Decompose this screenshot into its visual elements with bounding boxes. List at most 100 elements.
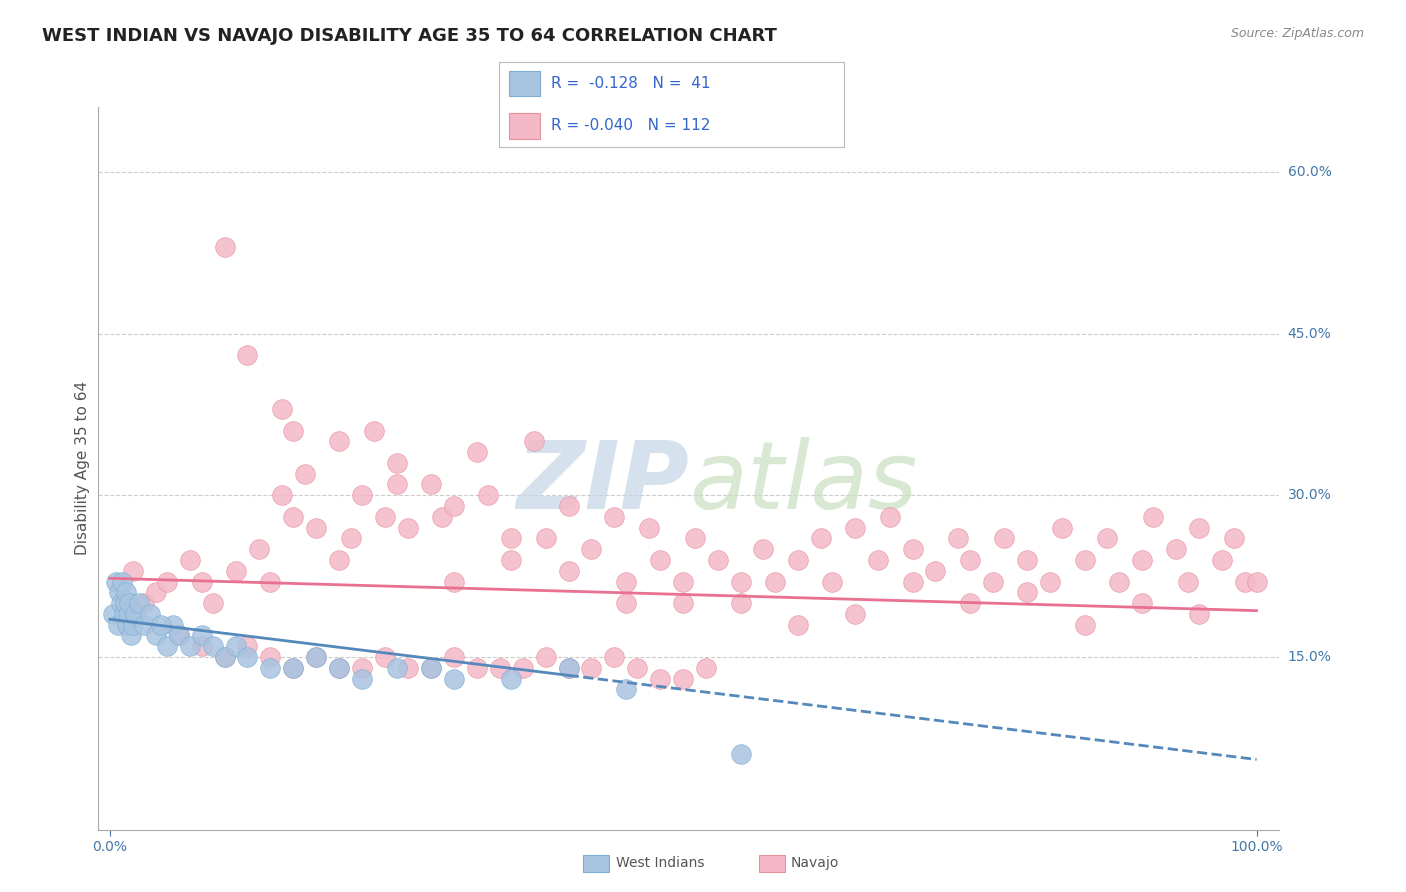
Point xyxy=(270,488,292,502)
Point xyxy=(1188,520,1211,534)
Point xyxy=(672,596,695,610)
Text: WEST INDIAN VS NAVAJO DISABILITY AGE 35 TO 64 CORRELATION CHART: WEST INDIAN VS NAVAJO DISABILITY AGE 35 … xyxy=(42,27,778,45)
Point xyxy=(396,661,419,675)
Point xyxy=(626,661,648,675)
Point xyxy=(225,639,247,653)
Point xyxy=(614,682,637,697)
Point xyxy=(117,607,139,621)
Point xyxy=(1130,596,1153,610)
Point xyxy=(283,424,305,438)
Point xyxy=(145,628,167,642)
Point xyxy=(385,477,408,491)
Point xyxy=(512,661,534,675)
Point xyxy=(752,542,775,557)
Point xyxy=(236,639,259,653)
Point xyxy=(150,617,173,632)
Point xyxy=(901,542,924,557)
Point xyxy=(1073,617,1095,632)
Bar xyxy=(509,113,540,139)
Point xyxy=(259,574,281,589)
Point xyxy=(1222,532,1244,546)
Point xyxy=(1130,553,1153,567)
Point xyxy=(374,509,396,524)
Point xyxy=(1017,585,1039,599)
Point xyxy=(352,661,374,675)
Point xyxy=(1188,607,1211,621)
Point xyxy=(844,607,866,621)
Point xyxy=(1039,574,1062,589)
Y-axis label: Disability Age 35 to 64: Disability Age 35 to 64 xyxy=(75,381,90,556)
Point xyxy=(1177,574,1199,589)
Point xyxy=(614,574,637,589)
Point xyxy=(283,509,305,524)
Point xyxy=(501,553,523,567)
Point xyxy=(1234,574,1257,589)
Point xyxy=(534,650,557,665)
Point xyxy=(283,661,305,675)
Point xyxy=(1108,574,1130,589)
Point xyxy=(120,628,142,642)
Point xyxy=(121,564,143,578)
Point xyxy=(534,532,557,546)
Point xyxy=(374,650,396,665)
Point xyxy=(501,532,523,546)
Point xyxy=(134,617,156,632)
Point xyxy=(294,467,316,481)
Point xyxy=(396,520,419,534)
Point xyxy=(190,574,212,589)
Point xyxy=(167,628,190,642)
Point xyxy=(443,574,465,589)
Point xyxy=(465,445,488,459)
Point xyxy=(179,639,201,653)
Point xyxy=(581,661,603,675)
Point xyxy=(385,661,408,675)
Point xyxy=(328,553,350,567)
Point xyxy=(786,617,808,632)
Point xyxy=(786,553,808,567)
Point xyxy=(352,488,374,502)
Point xyxy=(443,672,465,686)
Point xyxy=(810,532,832,546)
Text: West Indians: West Indians xyxy=(616,856,704,871)
Point xyxy=(270,402,292,417)
Point xyxy=(650,672,672,686)
Point xyxy=(156,574,179,589)
Point xyxy=(557,661,579,675)
Point xyxy=(730,574,752,589)
Point xyxy=(959,553,981,567)
Point xyxy=(305,520,328,534)
Bar xyxy=(509,71,540,96)
Point xyxy=(114,596,136,610)
Text: 60.0%: 60.0% xyxy=(1288,165,1331,178)
Point xyxy=(672,672,695,686)
Point xyxy=(603,509,626,524)
Point xyxy=(443,499,465,513)
Point xyxy=(650,553,672,567)
Text: atlas: atlas xyxy=(689,437,917,528)
Point xyxy=(214,650,236,665)
Point xyxy=(683,532,706,546)
Point xyxy=(111,574,134,589)
Point xyxy=(879,509,901,524)
Point xyxy=(477,488,499,502)
Point xyxy=(821,574,844,589)
Point xyxy=(488,661,510,675)
Text: R =  -0.128   N =  41: R = -0.128 N = 41 xyxy=(551,76,710,91)
Point xyxy=(385,456,408,470)
Point xyxy=(1017,553,1039,567)
Point xyxy=(868,553,890,567)
Point xyxy=(202,639,225,653)
Point xyxy=(557,564,579,578)
Point xyxy=(156,639,179,653)
Point xyxy=(993,532,1015,546)
Point xyxy=(1142,509,1164,524)
Point xyxy=(763,574,786,589)
Point xyxy=(614,596,637,610)
Point xyxy=(339,532,361,546)
Point xyxy=(214,240,236,254)
Point xyxy=(465,661,488,675)
Point xyxy=(557,499,579,513)
Point xyxy=(202,596,225,610)
Text: Navajo: Navajo xyxy=(790,856,838,871)
Point xyxy=(110,596,132,610)
